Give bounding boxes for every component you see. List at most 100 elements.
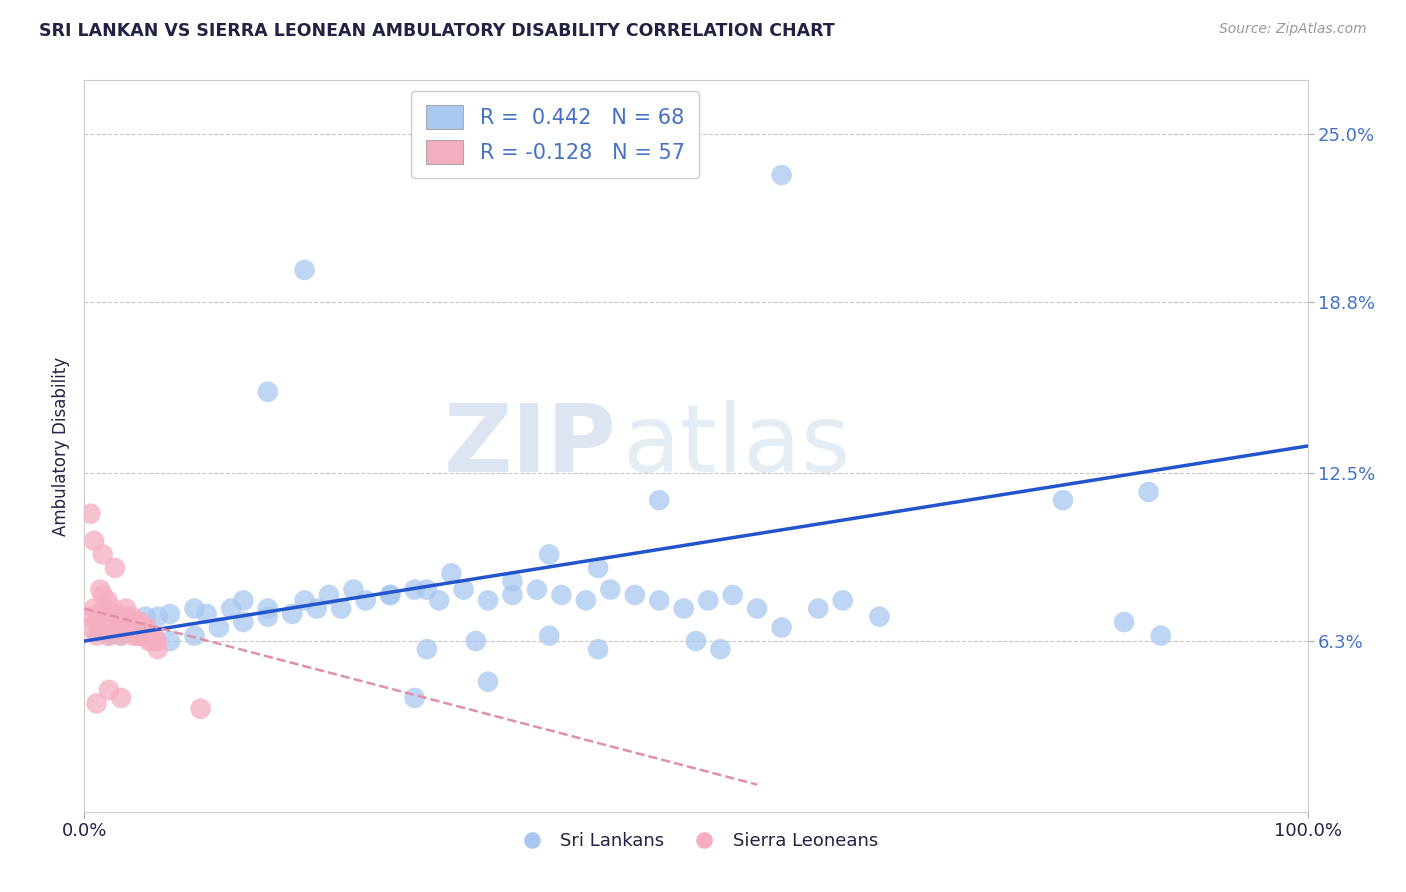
Point — [97, 593, 120, 607]
Point — [101, 601, 124, 615]
Point — [697, 593, 720, 607]
Point — [869, 609, 891, 624]
Point — [111, 615, 134, 629]
Point — [538, 629, 561, 643]
Point — [110, 690, 132, 705]
Point — [79, 620, 101, 634]
Point — [183, 601, 205, 615]
Point — [93, 601, 115, 615]
Point — [305, 601, 328, 615]
Point — [112, 609, 135, 624]
Point — [219, 601, 242, 615]
Point — [107, 615, 129, 629]
Point — [586, 642, 609, 657]
Point — [477, 674, 499, 689]
Point — [1052, 493, 1074, 508]
Point — [159, 607, 181, 621]
Legend: Sri Lankans, Sierra Leoneans: Sri Lankans, Sierra Leoneans — [506, 825, 886, 857]
Point — [257, 609, 280, 624]
Point — [721, 588, 744, 602]
Point — [135, 629, 157, 643]
Y-axis label: Ambulatory Disability: Ambulatory Disability — [52, 357, 70, 535]
Point — [330, 601, 353, 615]
Point — [624, 588, 647, 602]
Point — [107, 620, 129, 634]
Text: atlas: atlas — [623, 400, 851, 492]
Point — [87, 620, 110, 634]
Point — [83, 533, 105, 548]
Point — [110, 620, 132, 634]
Point — [281, 607, 304, 621]
Point — [97, 682, 120, 697]
Point — [122, 629, 145, 643]
Point — [104, 620, 127, 634]
Point — [502, 588, 524, 602]
Point — [100, 615, 122, 629]
Point — [139, 629, 162, 643]
Point — [477, 593, 499, 607]
Text: ZIP: ZIP — [443, 400, 616, 492]
Point — [416, 582, 439, 597]
Point — [1137, 485, 1160, 500]
Point — [380, 588, 402, 602]
Point — [143, 634, 166, 648]
Point — [257, 384, 280, 399]
Point — [453, 582, 475, 597]
Point — [135, 620, 157, 634]
Point — [146, 642, 169, 657]
Point — [110, 629, 132, 643]
Point — [770, 620, 793, 634]
Text: Source: ZipAtlas.com: Source: ZipAtlas.com — [1219, 22, 1367, 37]
Point — [342, 582, 364, 597]
Point — [83, 601, 105, 615]
Point — [208, 620, 231, 634]
Point — [104, 561, 127, 575]
Point — [599, 582, 621, 597]
Point — [79, 507, 101, 521]
Point — [195, 607, 218, 621]
Point — [146, 609, 169, 624]
Point — [97, 620, 120, 634]
Point — [404, 582, 426, 597]
Point — [257, 601, 280, 615]
Point — [747, 601, 769, 615]
Point — [575, 593, 598, 607]
Point — [672, 601, 695, 615]
Point — [128, 629, 150, 643]
Point — [294, 593, 316, 607]
Point — [526, 582, 548, 597]
Point — [97, 629, 120, 643]
Point — [138, 634, 160, 648]
Point — [831, 593, 853, 607]
Point — [145, 634, 167, 648]
Point — [125, 615, 148, 629]
Point — [141, 634, 163, 648]
Point — [105, 609, 128, 624]
Point — [82, 609, 104, 624]
Point — [110, 629, 132, 643]
Point — [416, 642, 439, 657]
Point — [404, 690, 426, 705]
Point — [121, 609, 143, 624]
Point — [86, 615, 108, 629]
Point — [1150, 629, 1173, 643]
Point — [134, 620, 156, 634]
Point — [232, 615, 254, 629]
Point — [685, 634, 707, 648]
Point — [104, 609, 127, 624]
Point — [96, 609, 118, 624]
Point — [538, 547, 561, 561]
Point — [91, 547, 114, 561]
Point — [232, 593, 254, 607]
Point — [380, 588, 402, 602]
Point — [807, 601, 830, 615]
Point — [131, 620, 153, 634]
Point — [770, 168, 793, 182]
Point — [550, 588, 572, 602]
Point — [97, 620, 120, 634]
Point — [132, 629, 155, 643]
Point — [89, 582, 111, 597]
Point — [136, 629, 159, 643]
Point — [114, 620, 136, 634]
Point — [502, 574, 524, 589]
